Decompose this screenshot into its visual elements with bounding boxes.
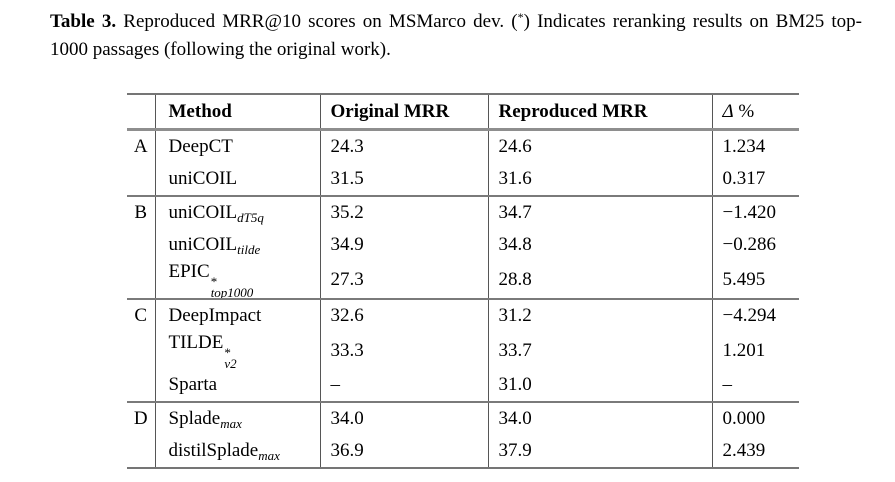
reproduced-mrr-cell: 31.0: [488, 369, 713, 402]
method-name: DeepImpact: [168, 305, 262, 326]
method-cell: DeepImpact: [155, 299, 321, 332]
header-original-mrr: Original MRR: [320, 94, 489, 130]
table-row: EPIC * top1000 27.3 28.8 5.495: [127, 261, 799, 299]
caption-text-before: Reproduced MRR@10 scores on MSMarco dev.…: [116, 11, 518, 32]
method-supsub: * top1000: [210, 274, 254, 299]
table-row: B uniCOILdT5q 35.2 34.7 −1.420: [127, 196, 799, 229]
header-reproduced-mrr: Reproduced MRR: [488, 94, 713, 130]
method-subscript: max: [258, 448, 280, 463]
delta-cell: 1.201: [722, 339, 766, 361]
header-delta-percent: Δ %: [712, 94, 799, 130]
original-mrr-cell: 27.3: [320, 261, 489, 299]
group-label: [127, 369, 156, 402]
method-cell: distilSplademax: [155, 435, 321, 468]
delta-symbol: Δ: [722, 100, 734, 122]
method-superscript: *: [224, 345, 231, 360]
reproduced-mrr-cell: 24.6: [488, 129, 713, 163]
delta-cell: 0.000: [722, 408, 766, 429]
caption-label: Table 3.: [50, 11, 117, 32]
method-subscript: top1000: [210, 285, 254, 299]
method-cell: Sparta: [155, 369, 321, 402]
group-label: A: [127, 129, 156, 163]
header-group-cell: [127, 94, 156, 130]
original-mrr-cell: 34.9: [320, 229, 489, 261]
method-name: DeepCT: [168, 136, 233, 157]
original-mrr-cell: 24.3: [320, 129, 489, 163]
original-mrr-cell: –: [320, 369, 489, 402]
original-mrr-cell: 31.5: [320, 163, 489, 196]
method-name: uniCOIL: [168, 234, 238, 255]
original-mrr-cell: 35.2: [320, 196, 489, 229]
original-mrr-cell: 36.9: [320, 435, 489, 468]
table-row: C DeepImpact 32.6 31.2 −4.294: [127, 299, 799, 332]
method-subscript: max: [220, 416, 242, 431]
delta-unit: %: [738, 100, 755, 122]
method-name: uniCOIL: [168, 168, 238, 189]
method-cell: uniCOIL: [155, 163, 321, 196]
group-label: [127, 332, 156, 369]
reproduced-mrr-cell: 33.7: [488, 332, 713, 369]
original-mrr-cell: 34.0: [320, 402, 489, 435]
method-subscript: tilde: [237, 242, 261, 257]
reproduced-mrr-cell: 28.8: [488, 261, 713, 299]
delta-cell: 2.439: [722, 440, 766, 461]
group-label: [127, 229, 156, 261]
table-caption: Table 3. Reproduced MRR@10 scores on MSM…: [50, 8, 862, 64]
method-cell: EPIC * top1000: [155, 261, 321, 299]
table-row: D Splademax 34.0 34.0 0.000: [127, 402, 799, 435]
delta-cell: –: [722, 374, 733, 395]
method-name: TILDE: [168, 332, 224, 353]
delta-cell: −4.294: [722, 305, 776, 326]
header-row: Method Original MRR Reproduced MRR Δ %: [127, 94, 799, 130]
delta-cell: 0.317: [722, 168, 766, 189]
table-row: TILDE * v2 33.3 33.7 1.201: [127, 332, 799, 369]
delta-cell: 5.495: [722, 268, 766, 290]
caption-star-superscript: *: [517, 10, 524, 24]
group-label: B: [127, 196, 156, 229]
group-label: [127, 163, 156, 196]
reproduced-mrr-cell: 37.9: [488, 435, 713, 468]
method-supsub: * v2: [224, 345, 237, 369]
method-superscript: *: [210, 274, 218, 289]
method-name: Splade: [168, 408, 221, 429]
delta-cell: −0.286: [722, 234, 776, 255]
method-subscript: v2: [224, 356, 237, 369]
reproduced-mrr-cell: 31.6: [488, 163, 713, 196]
original-mrr-cell: 32.6: [320, 299, 489, 332]
method-name: distilSplade: [168, 440, 259, 461]
table-row: A DeepCT 24.3 24.6 1.234: [127, 129, 799, 163]
method-cell: DeepCT: [155, 129, 321, 163]
method-name: Sparta: [168, 374, 218, 395]
method-name: uniCOIL: [168, 202, 238, 223]
reproduced-mrr-cell: 34.0: [488, 402, 713, 435]
delta-cell: 1.234: [722, 136, 766, 157]
method-cell: uniCOILdT5q: [155, 196, 321, 229]
results-table: Method Original MRR Reproduced MRR Δ % A…: [127, 93, 799, 469]
reproduced-mrr-cell: 34.7: [488, 196, 713, 229]
reproduced-mrr-cell: 34.8: [488, 229, 713, 261]
table-row: uniCOIL 31.5 31.6 0.317: [127, 163, 799, 196]
original-mrr-cell: 33.3: [320, 332, 489, 369]
delta-cell: −1.420: [722, 202, 776, 223]
table-row: Sparta – 31.0 –: [127, 369, 799, 402]
caption-text-after: ) Indicates reranking results on BM25 to…: [50, 11, 863, 60]
table-row: uniCOILtilde 34.9 34.8 −0.286: [127, 229, 799, 261]
method-cell: Splademax: [155, 402, 321, 435]
group-label: [127, 261, 156, 299]
method-cell: uniCOILtilde: [155, 229, 321, 261]
method-subscript: dT5q: [237, 210, 264, 225]
group-label: [127, 435, 156, 468]
group-label: C: [127, 299, 156, 332]
table-row: distilSplademax 36.9 37.9 2.439: [127, 435, 799, 468]
header-method: Method: [155, 94, 321, 130]
method-cell: TILDE * v2: [155, 332, 321, 369]
method-name: EPIC: [168, 261, 210, 282]
reproduced-mrr-cell: 31.2: [488, 299, 713, 332]
group-label: D: [127, 402, 156, 435]
